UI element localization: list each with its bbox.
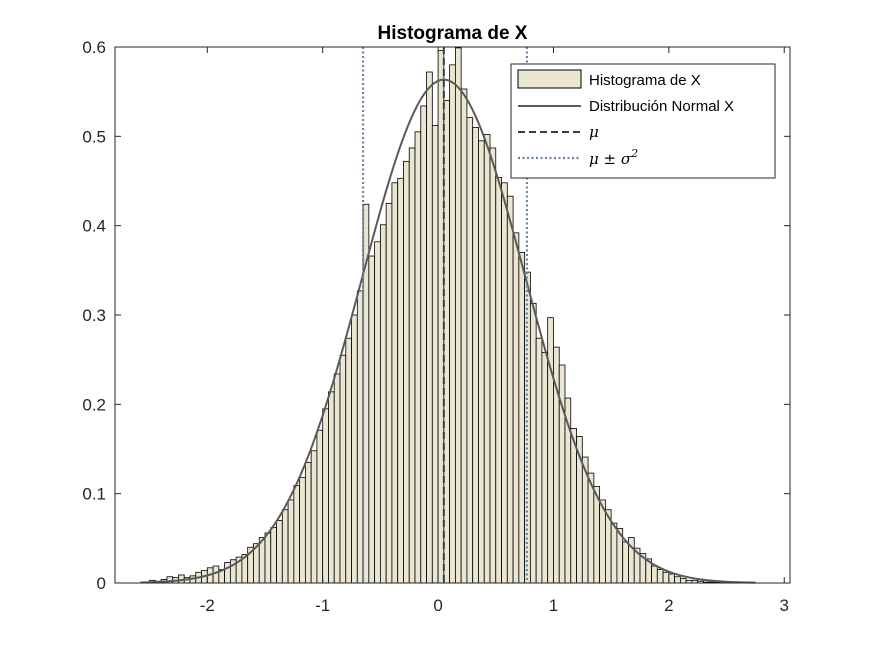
plot-area [114,46,791,584]
histogram-bar [454,47,462,584]
histogram-bar [651,565,658,584]
histogram-bar [281,509,289,584]
histogram-bar [460,88,468,584]
histogram-bar [529,302,537,584]
histogram-bar [379,224,387,584]
x-tick-label: -1 [315,596,330,615]
histogram-bar [316,429,324,584]
y-tick-label: 0.4 [82,217,106,236]
histogram-bar [293,485,301,584]
histogram-bar [351,314,358,584]
legend-mean-label: μ [589,123,599,141]
x-tick-label: 1 [549,596,558,615]
histogram-bar [506,195,514,584]
histogram-bar [449,64,456,584]
histogram-bar [299,477,306,584]
histogram-bar [535,337,543,584]
histogram-bar [333,373,341,584]
histogram-bar [403,160,410,584]
histogram-bar [420,105,427,584]
legend-sigma-label: μ ± σ2 [589,147,638,168]
legend-histogram-label: Histograma de X [589,72,701,89]
histogram-bar [668,573,676,584]
histogram-bar [674,576,681,584]
x-tick-label: -2 [200,596,215,615]
histogram-bar [431,125,439,584]
histogram-bar [483,134,491,584]
y-tick-label: 0.2 [82,395,106,414]
histogram-bar [385,202,393,584]
histogram-bar [501,182,508,584]
histogram-bar [345,337,352,584]
legend: Histograma de X Distribución Normal X μ … [510,63,776,179]
histogram-bar [264,532,272,584]
legend-sigma-text: μ ± σ [589,150,632,168]
histogram-bar [570,428,577,584]
y-tick-label: 0.5 [82,127,106,146]
normal-curve [140,78,756,584]
y-tick-label: 0 [97,574,106,593]
histogram-bar [304,461,312,584]
x-tick-label: 0 [433,596,442,615]
y-tick-label: 0.6 [82,38,106,57]
histogram-bar [414,131,422,584]
histogram-bar [466,117,474,584]
histogram-bar [610,522,618,584]
histogram-bar [276,520,283,584]
histogram-bar [622,541,629,584]
histogram-bar [287,499,295,584]
histogram-bar [656,569,664,584]
histogram-bar [391,182,399,584]
histogram-bar [328,391,335,584]
histogram-bar [547,317,554,584]
legend-normal-label: Distribución Normal X [589,98,734,115]
histogram-bar [541,352,549,584]
histogram-bar [599,499,606,584]
histogram-bar [495,177,502,584]
histogram-bar [478,140,485,584]
histogram-bar [224,562,231,584]
histogram-bar [368,255,376,584]
histogram-bar [512,232,520,584]
histogram-bar [662,571,670,584]
histogram-bar [322,408,329,584]
histogram-bar [408,147,416,584]
histogram-bar [212,565,220,584]
y-tick-label: 0.1 [82,485,106,504]
chart-title: Histograma de X [378,23,528,44]
histogram-bar [270,527,277,584]
histogram-bar [374,241,381,584]
axis-ticks: -2 -1 0 1 2 3 0 0.1 0.2 0.3 0.4 0.5 0.6 [82,38,790,615]
x-tick-label: 3 [779,596,788,615]
histogram-bar [489,147,497,584]
histogram-bar [679,578,687,584]
histogram-bar [472,127,479,584]
histogram-bar [426,71,433,584]
x-tick-label: 2 [664,596,673,615]
legend-histogram-swatch [517,69,582,89]
histogram-bar [397,177,404,584]
histogram-bar [518,252,526,584]
y-tick-label: 0.3 [82,306,106,325]
legend-sigma-superscript: 2 [630,147,638,160]
histogram-bar [310,450,318,584]
histogram-bar [339,354,347,584]
